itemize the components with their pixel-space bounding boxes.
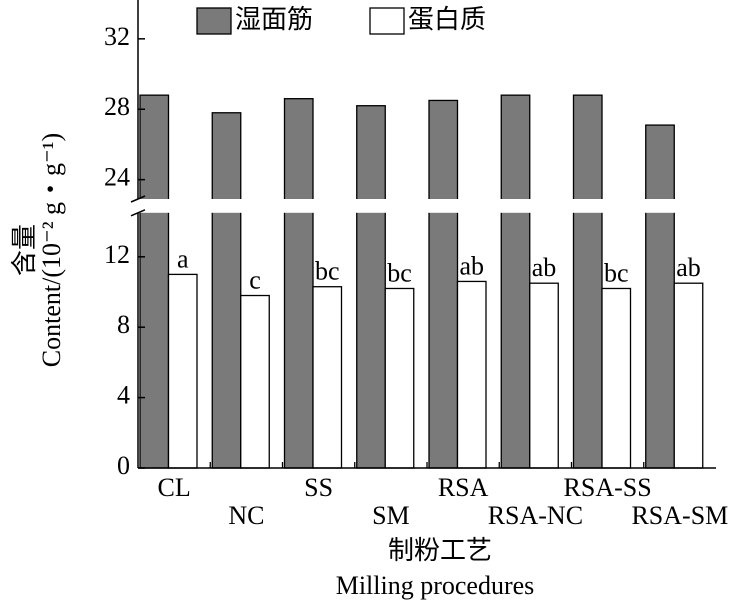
- bar: [139, 94, 170, 469]
- x-tick-label: RSA-SS: [564, 473, 652, 502]
- x-tick-label: NC: [228, 501, 264, 530]
- y-axis-title-en: Content/(10⁻² g・g⁻¹): [37, 133, 66, 367]
- y-tick-label: 0: [117, 451, 130, 480]
- bar: [283, 98, 314, 469]
- x-tick-label: RSA-SM: [631, 501, 728, 530]
- legend-swatch: [369, 7, 405, 35]
- x-tick-label: SS: [304, 473, 333, 502]
- bar: [312, 286, 343, 469]
- y-tick-label: 4: [117, 381, 130, 410]
- bar: [428, 99, 459, 469]
- value-label: bc: [604, 258, 629, 287]
- value-label: ab: [459, 251, 484, 280]
- value-label: c: [249, 265, 261, 294]
- value-label: a: [177, 244, 189, 273]
- y-axis-title-zh: 含量: [10, 224, 39, 276]
- x-tick-label: CL: [158, 473, 191, 502]
- legend-label: 湿面筋: [235, 5, 313, 34]
- y-tick-label: 24: [104, 163, 130, 192]
- break-mark: [130, 209, 146, 217]
- y-tick-label: 28: [104, 92, 130, 121]
- value-label: ab: [676, 253, 701, 282]
- bar: [645, 124, 675, 469]
- x-axis-title-zh: 制粉工艺: [388, 536, 492, 565]
- y-tick-label: 12: [104, 240, 130, 269]
- bar: [673, 282, 704, 469]
- x-tick-label: SM: [372, 501, 410, 530]
- bar: [601, 287, 632, 469]
- bar: [384, 287, 415, 469]
- bar: [572, 94, 603, 469]
- y-tick-label: 32: [104, 22, 130, 51]
- x-tick-label: RSA: [438, 473, 489, 502]
- value-label: bc: [387, 258, 412, 287]
- bar: [211, 112, 242, 469]
- bar: [500, 94, 531, 469]
- axis-break: [128, 199, 726, 213]
- bar: [456, 280, 487, 469]
- legend-label: 蛋白质: [408, 5, 486, 34]
- x-axis-title-en: Milling procedures: [336, 571, 535, 600]
- bar: [167, 273, 198, 469]
- x-tick-label: RSA-NC: [488, 501, 583, 530]
- legend-swatch: [196, 7, 232, 35]
- break-mark: [130, 195, 146, 203]
- value-label: bc: [315, 257, 340, 286]
- bar: [356, 105, 386, 469]
- value-label: ab: [532, 253, 557, 282]
- bar: [240, 294, 270, 469]
- y-tick-label: 8: [117, 310, 130, 339]
- bar: [529, 282, 559, 469]
